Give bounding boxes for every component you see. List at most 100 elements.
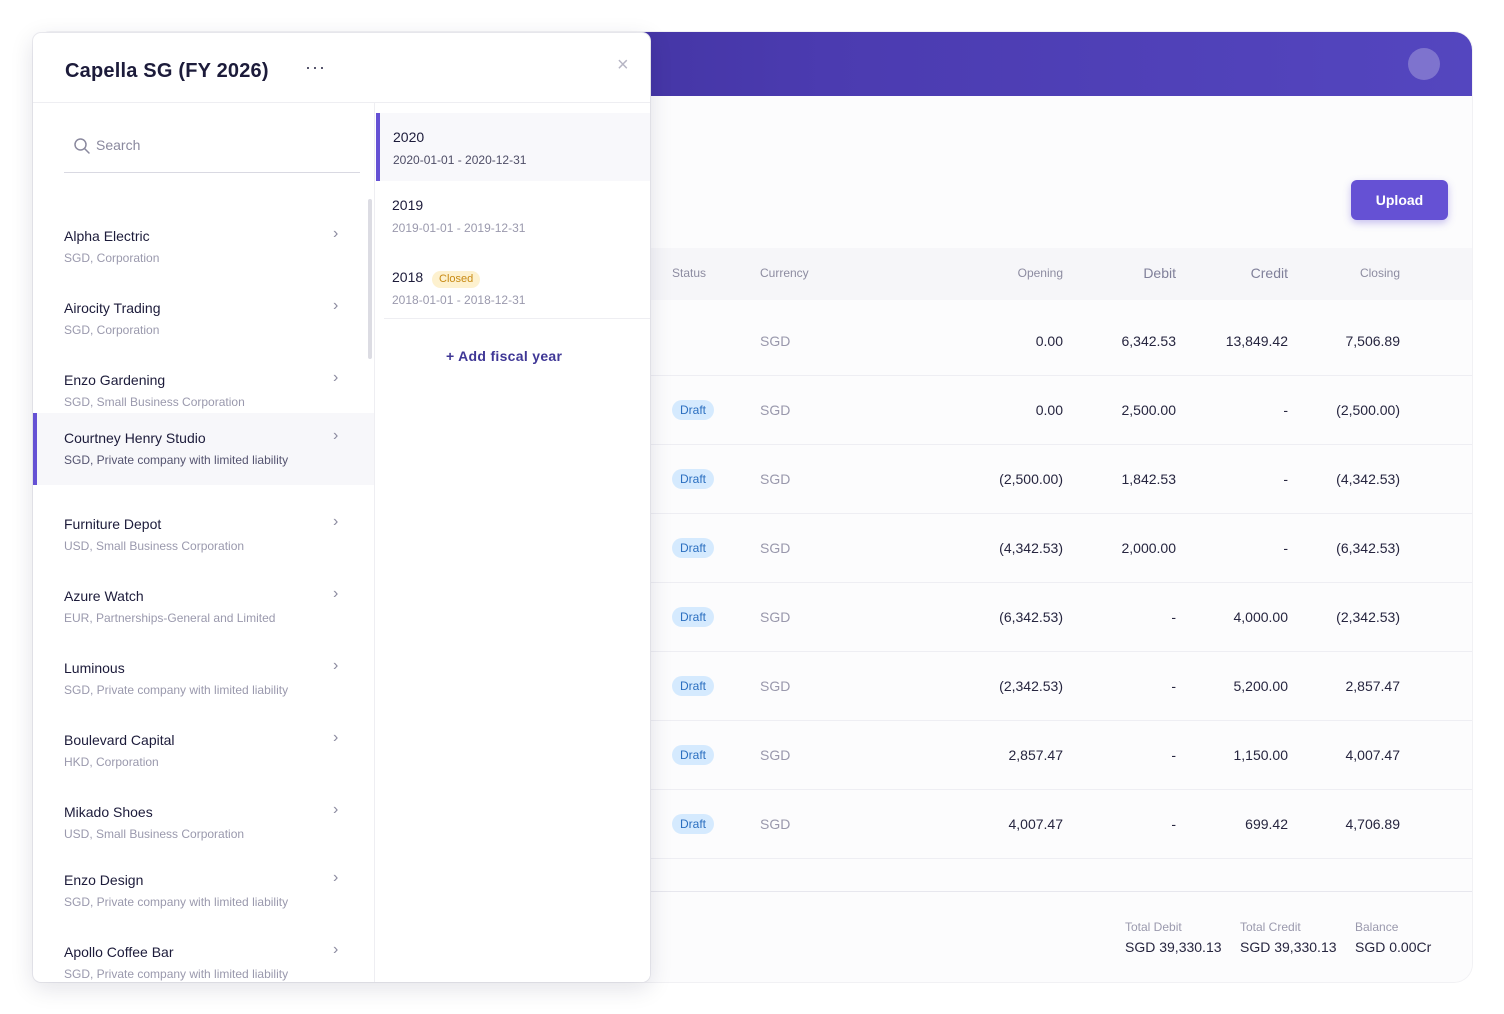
fiscal-year-item[interactable]: 2019 2019-01-01 - 2019-12-31: [376, 181, 650, 249]
company-switcher-panel: Capella SG (FY 2026) ··· × Alpha Electri…: [33, 33, 650, 982]
panel-title: Capella SG (FY 2026): [65, 60, 269, 82]
more-options-icon[interactable]: ···: [305, 57, 326, 77]
company-details: SGD, Private company with limited liabil…: [64, 453, 289, 467]
status-badge: Draft: [672, 469, 715, 489]
cell-currency: SGD: [760, 333, 791, 349]
table-row[interactable]: Draft SGD 2,857.47 - 1,150.00 4,007.47: [33, 721, 1472, 790]
cell-closing: (2,500.00): [1336, 402, 1400, 418]
cell-credit: 1,150.00: [1233, 747, 1289, 763]
table-row[interactable]: SGD 0.00 6,342.53 13,849.42 7,506.89: [33, 307, 1472, 376]
cell-currency: SGD: [760, 540, 791, 556]
company-list: Alpha Electric SGD, Corporation › Airoci…: [33, 103, 375, 982]
company-item[interactable]: Azure Watch EUR, Partnerships-General an…: [33, 571, 374, 643]
cell-closing: 4,007.47: [1345, 747, 1401, 763]
th-status: Status: [672, 266, 707, 280]
company-details: SGD, Private company with limited liabil…: [64, 683, 289, 697]
cell-closing: (4,342.53): [1336, 471, 1400, 487]
balance-label: Balance: [1355, 920, 1399, 934]
search-input[interactable]: [96, 137, 346, 153]
chevron-right-icon: ›: [333, 657, 339, 674]
fiscal-year: 2019: [392, 197, 424, 213]
cell-credit: -: [1283, 471, 1288, 487]
chevron-right-icon: ›: [333, 801, 339, 818]
total-credit-label: Total Credit: [1240, 920, 1301, 934]
company-item[interactable]: Enzo Design SGD, Private company with li…: [33, 855, 374, 927]
cell-credit: 699.42: [1245, 816, 1288, 832]
upload-button[interactable]: Upload: [1351, 180, 1448, 220]
company-name: Azure Watch: [64, 588, 144, 604]
balance-value: SGD 0.00Cr: [1355, 939, 1432, 955]
th-debit: Debit: [1143, 265, 1176, 281]
cell-closing: (6,342.53): [1336, 540, 1400, 556]
table-row[interactable]: Draft SGD (2,342.53) - 5,200.00 2,857.47: [33, 652, 1472, 721]
close-icon[interactable]: ×: [617, 54, 629, 76]
chevron-right-icon: ›: [333, 225, 339, 242]
company-details: USD, Small Business Corporation: [64, 539, 245, 553]
table-row[interactable]: Draft SGD (4,342.53) 2,000.00 - (6,342.5…: [33, 514, 1472, 583]
cell-opening: 0.00: [1035, 333, 1063, 349]
cell-opening: 4,007.47: [1008, 816, 1064, 832]
company-item[interactable]: Alpha Electric SGD, Corporation ›: [33, 211, 374, 283]
company-item[interactable]: Luminous SGD, Private company with limit…: [33, 643, 374, 715]
avatar[interactable]: [1408, 48, 1440, 80]
fiscal-year-item-active[interactable]: 2020 2020-01-01 - 2020-12-31: [376, 113, 650, 181]
cell-closing: (2,342.53): [1336, 609, 1400, 625]
chevron-right-icon: ›: [333, 427, 339, 444]
company-item-active[interactable]: Courtney Henry Studio SGD, Private compa…: [33, 413, 374, 485]
cell-opening: (4,342.53): [999, 540, 1063, 556]
company-details: USD, Small Business Corporation: [64, 827, 245, 841]
cell-debit: -: [1171, 747, 1176, 763]
company-name: Airocity Trading: [64, 300, 161, 316]
fiscal-year-list: 2020 2020-01-01 - 2020-12-31 2019 2019-0…: [376, 103, 650, 982]
th-credit: Credit: [1250, 265, 1288, 281]
company-name: Mikado Shoes: [64, 804, 153, 820]
cell-closing: 7,506.89: [1345, 333, 1401, 349]
search-field[interactable]: [64, 129, 360, 173]
panel-header: Capella SG (FY 2026) ··· ×: [33, 33, 650, 103]
company-item[interactable]: Boulevard Capital HKD, Corporation ›: [33, 715, 374, 787]
cell-currency: SGD: [760, 471, 791, 487]
chevron-right-icon: ›: [333, 369, 339, 386]
cell-opening: 0.00: [1035, 402, 1063, 418]
cell-debit: -: [1171, 609, 1176, 625]
th-closing: Closing: [1359, 266, 1400, 280]
company-name: Luminous: [64, 660, 125, 676]
total-credit-value: SGD 39,330.13: [1240, 939, 1337, 955]
cell-credit: 4,000.00: [1233, 609, 1289, 625]
company-details: EUR, Partnerships-General and Limited: [64, 611, 276, 625]
company-details: SGD, Private company with limited liabil…: [64, 967, 289, 981]
divider: [384, 318, 650, 319]
company-name: Enzo Gardening: [64, 372, 166, 388]
company-name: Furniture Depot: [64, 516, 162, 532]
add-fiscal-year-button[interactable]: + Add fiscal year: [446, 348, 563, 364]
company-details: SGD, Corporation: [64, 251, 160, 265]
scrollbar[interactable]: [368, 199, 372, 359]
company-item[interactable]: Airocity Trading SGD, Corporation ›: [33, 283, 374, 355]
table-row[interactable]: Draft SGD 0.00 2,500.00 - (2,500.00): [33, 376, 1472, 445]
status-badge: Draft: [672, 607, 715, 627]
total-debit-label: Total Debit: [1125, 920, 1182, 934]
cell-credit: 5,200.00: [1233, 678, 1289, 694]
chevron-right-icon: ›: [333, 513, 339, 530]
table-row[interactable]: Draft SGD (2,500.00) 1,842.53 - (4,342.5…: [33, 445, 1472, 514]
table-row[interactable]: Draft SGD (6,342.53) - 4,000.00 (2,342.5…: [33, 583, 1472, 652]
company-item[interactable]: Apollo Coffee Bar SGD, Private company w…: [33, 927, 374, 982]
company-name: Courtney Henry Studio: [64, 430, 206, 446]
cell-credit: 13,849.42: [1225, 333, 1288, 349]
cell-closing: 4,706.89: [1345, 816, 1401, 832]
company-details: SGD, Private company with limited liabil…: [64, 895, 289, 909]
company-item[interactable]: Enzo Gardening SGD, Small Business Corpo…: [33, 355, 374, 427]
fiscal-year-item[interactable]: 2018 Closed 2018-01-01 - 2018-12-31: [376, 249, 650, 317]
cell-opening: 2,857.47: [1008, 747, 1064, 763]
company-item[interactable]: Furniture Depot USD, Small Business Corp…: [33, 499, 374, 571]
status-badge: Draft: [672, 814, 715, 834]
th-currency: Currency: [760, 266, 809, 280]
status-badge: Draft: [672, 400, 715, 420]
company-item[interactable]: Mikado Shoes USD, Small Business Corpora…: [33, 787, 374, 859]
fiscal-year: 2018: [392, 269, 424, 285]
chevron-right-icon: ›: [333, 729, 339, 746]
fiscal-year-range: 2020-01-01 - 2020-12-31: [393, 153, 527, 167]
company-details: SGD, Corporation: [64, 323, 160, 337]
table-row[interactable]: Draft SGD 4,007.47 - 699.42 4,706.89: [33, 790, 1472, 859]
cell-currency: SGD: [760, 678, 791, 694]
